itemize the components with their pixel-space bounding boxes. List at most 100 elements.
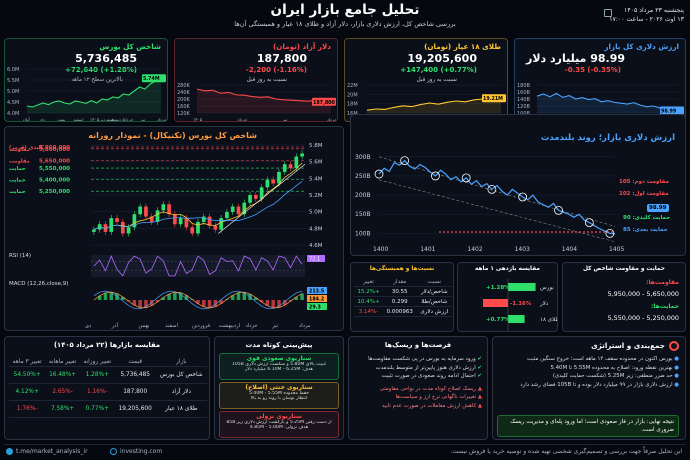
candle: [242, 202, 247, 215]
kpi-card[interactable]: ارزش دلاری کل بازار 98.99 میلیارد دلار -…: [514, 38, 686, 122]
macd-tag-text: 29.3: [309, 305, 321, 311]
series-area: [27, 78, 161, 113]
scenario-name: سناریوی صعودی قوی: [246, 355, 312, 362]
usd-value-chart[interactable]: 300B 250B 200B 150B 100B 1400 1401 1402 1403 1404…: [351, 115, 686, 256]
monthly-panel: مقایسه بازدهی ۱ ماهه +1.28% بورس -1.16% دلا…: [457, 262, 558, 332]
macd-histogram-bar: [254, 297, 258, 300]
date-label: پنجشنبه ۲۳ مرداد ۱۴۰۵: [624, 7, 684, 14]
series-area: [537, 93, 679, 113]
table-row[interactable]: طلای ۱۸ عیار 19,205,600 +0.77% +7.58% -1.76%: [9, 400, 207, 418]
summary-panel: جمع‌بندی و استراتژی ● بورس اکنون در محدو…: [492, 336, 686, 440]
scenario-card[interactable]: سناریوی صعودی قوی تثبیت بالای 5.80M و شک…: [219, 353, 339, 380]
pivot-circle: [374, 169, 384, 179]
table-row[interactable]: دلار آزاد 187,800 -1.16% -2.65% +4.12%: [9, 383, 207, 401]
table-row[interactable]: شاخص/دلار 30.55 +15.2%: [354, 286, 452, 297]
table-cell: 19,205,600: [114, 400, 156, 418]
opps-panel: فرصت‌ها و ریسک‌ها ✔ ورود سرمایه به بورس …: [348, 336, 488, 440]
return-bar: [508, 315, 525, 323]
sr-title: حمایت و مقاومت شاخص کل: [582, 266, 665, 272]
level-value: 5,800,000: [39, 147, 70, 153]
macd-histogram-bar: [300, 293, 304, 300]
scenario-card[interactable]: سناریوی نزولی از دست رفتن 5.25M و بازگشت…: [219, 411, 339, 438]
candle: [138, 206, 143, 215]
summary-item: ● بهترین نقطه ورود: اصلاح به محدوده 5.55…: [550, 364, 679, 371]
kpi-sparkline: 180B160B140B120B100B۱۴۰۴۱۴۰۵98.99: [517, 83, 685, 121]
candle: [161, 204, 166, 211]
candle: [265, 179, 270, 188]
kpi-change: +72,640 (+1.28%): [65, 66, 137, 74]
x-tick-label: 1402: [467, 246, 482, 253]
candle: [126, 227, 131, 234]
trend-line: [218, 163, 306, 234]
signal-line: [93, 291, 303, 309]
y-tick-label: 120B: [517, 104, 531, 110]
scenario-card[interactable]: سناریوی خنثی (اصلاح) حفظ محدوده 5.40M - …: [219, 382, 339, 409]
table-row[interactable]: ارزش دلاری 0.000963 -3.14%: [354, 306, 452, 317]
macd-histogram-bar: [173, 292, 177, 300]
macd-histogram-bar: [109, 292, 113, 300]
macd-histogram-bar: [161, 297, 166, 300]
macd-histogram-bar: [155, 300, 160, 302]
kpi-sparkline: 22M20M18M16M۱۴۰۵خردادتیرمرداد19.21M: [347, 83, 506, 121]
pivot-circle: [518, 192, 528, 202]
check-icon: ✔: [475, 356, 482, 362]
scenario-target: هدف نزولی: 4.85M - 5.00M: [249, 425, 309, 430]
macd-histogram-bar: [97, 295, 102, 300]
series-line: [196, 88, 332, 103]
table-cell: دلار آزاد: [155, 383, 207, 401]
table-cell: طلای ۱۸ عیار: [155, 400, 207, 418]
column-header: مقدار: [383, 277, 417, 287]
level-value: 5,250,000: [39, 189, 70, 195]
x-tick-label: اسفند: [73, 117, 83, 122]
level-value: 5,550,000: [39, 166, 70, 172]
warning-icon: ▲: [476, 385, 482, 392]
page-title: تحلیل جامع بازار ایران: [270, 2, 420, 18]
macd-histogram-bar: [202, 300, 206, 307]
technical-chart[interactable]: 5.8M 5.6M 5.4M 5.2M 5.0M 4.8M 4.6M کلیدی (قرمز)…: [5, 127, 344, 331]
macd-histogram-bar: [283, 300, 287, 306]
last-value-tag: [660, 106, 684, 115]
x-tick-label: تیر: [271, 323, 278, 329]
scenario-target: انتظار نوسان با روند رو به بالا: [250, 396, 308, 401]
level-label: مقاومت: [9, 158, 30, 164]
pivot-circle: [431, 171, 440, 181]
opportunity-item: ✔ احتمال ادامه روند صعودی در صورت تثبیت: [381, 373, 482, 380]
candle: [109, 218, 114, 232]
table-row[interactable]: شاخص/طلا 0.299 +10.4%: [354, 296, 452, 307]
table-header-row: نسبت مقدار تغییر: [354, 277, 452, 287]
x-tick-label: ۱۴۰۵: [193, 117, 203, 122]
macd-histogram-bar: [121, 296, 125, 300]
pivot-circle: [400, 156, 410, 166]
table-cell: +7.58%: [45, 400, 80, 418]
level-value: 5,400,000: [39, 178, 70, 184]
last-value-tag: [312, 97, 336, 106]
candle: [201, 216, 206, 222]
risk-item: ▲ ریسک اصلاح کوتاه مدت در نواحی مقاومتی: [379, 385, 482, 392]
y-tick-label: 6.0M: [7, 67, 19, 73]
monthly-title: مقایسه بازدهی ۱ ماهه: [475, 266, 540, 272]
telegram-link[interactable]: t.me/market_analysis_ir: [16, 448, 88, 455]
candle: [103, 224, 108, 232]
kpi-card[interactable]: شاخص کل بورس 5,736,485 +72,640 (+1.28%) …: [4, 38, 168, 122]
source-link[interactable]: investing.com: [120, 448, 163, 455]
y-tick-label: 160K: [177, 104, 191, 110]
last-value-text: 187,800: [313, 100, 336, 106]
sup-title: حمایت‌ها:: [650, 303, 679, 310]
x-tick-label: مرداد: [299, 323, 311, 329]
x-tick-label: 1403: [515, 246, 530, 253]
technical-title: شاخص کل بورس (تکنیکال) - نمودار روزانه: [88, 131, 257, 140]
kpi-card[interactable]: طلای ۱۸ عیار (تومان) 19,205,600 +147,400…: [344, 38, 508, 122]
warning-icon: ▲: [476, 394, 482, 401]
table-row[interactable]: شاخص کل بورس 5,736,485 +1.28% +16.48% +54.50…: [9, 366, 207, 384]
rsi-area: [91, 255, 305, 277]
res-title: مقاومت‌ها:: [646, 279, 679, 286]
column-header: تغییر ماهانه: [45, 357, 80, 367]
macd-histogram-bar: [236, 292, 241, 300]
x-tick-label: 1400: [373, 246, 388, 253]
x-tick-label: تیر: [139, 117, 146, 122]
y-tick-label: 200K: [177, 97, 191, 103]
macd-histogram-bar: [115, 293, 119, 300]
return-bar: [508, 283, 536, 291]
candle: [248, 195, 252, 203]
kpi-card[interactable]: دلار آزاد (تومان) 187,800 -2,200 (-1.16%…: [174, 38, 338, 122]
